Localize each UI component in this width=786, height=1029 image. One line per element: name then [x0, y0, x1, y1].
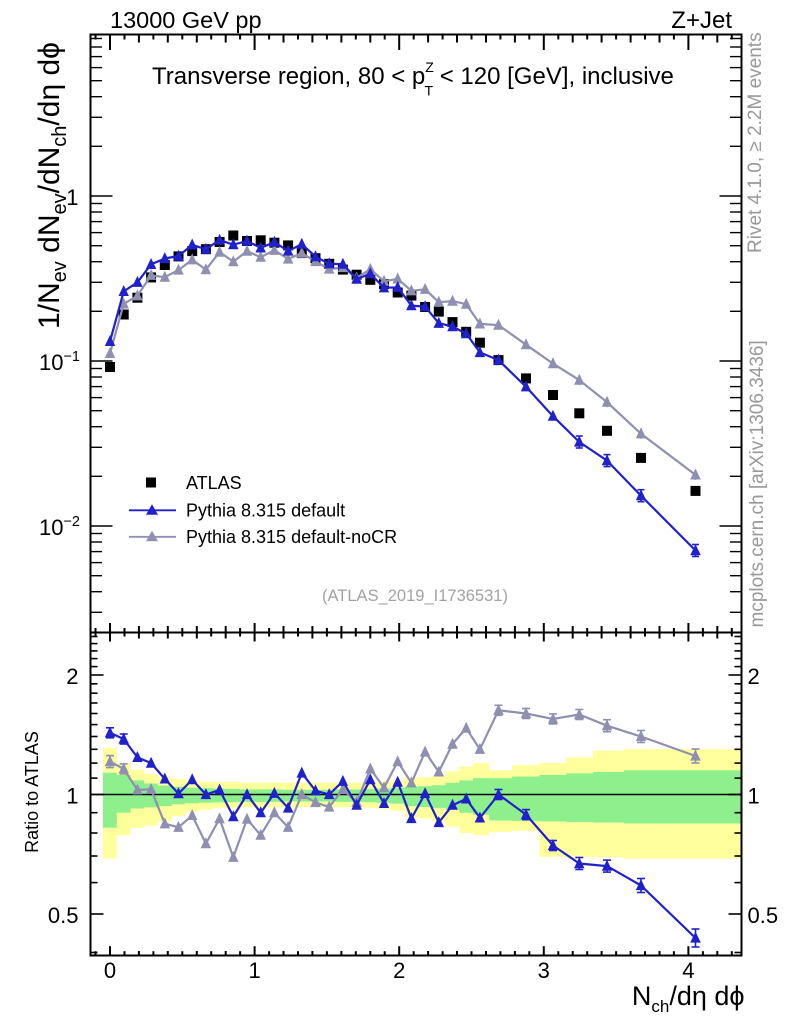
svg-text:mcplots.cern.ch [arXiv:1306.34: mcplots.cern.ch [arXiv:1306.3436] [747, 340, 768, 627]
svg-text:1: 1 [66, 185, 78, 210]
svg-text:2: 2 [393, 958, 405, 983]
svg-text:ATLAS: ATLAS [186, 473, 242, 493]
svg-text:10−2: 10−2 [39, 514, 80, 540]
svg-text:1: 1 [248, 958, 260, 983]
svg-text:Z+Jet: Z+Jet [671, 7, 732, 34]
svg-text:10−1: 10−1 [39, 349, 80, 375]
svg-text:Pythia 8.315 default-noCR: Pythia 8.315 default-noCR [186, 527, 397, 547]
svg-text:Rivet 4.1.0, ≥ 2.2M events: Rivet 4.1.0, ≥ 2.2M events [745, 32, 766, 253]
svg-text:13000 GeV pp: 13000 GeV pp [110, 7, 262, 33]
svg-text:(ATLAS_2019_I1736531): (ATLAS_2019_I1736531) [322, 587, 508, 605]
svg-text:0.5: 0.5 [48, 903, 79, 928]
svg-text:0.5: 0.5 [748, 903, 779, 928]
svg-text:1/Nev dNev/dNch/dη dϕ: 1/Nev dNev/dNch/dη dϕ [33, 42, 71, 329]
svg-text:3: 3 [538, 958, 550, 983]
svg-text:Transverse region, 80 < pZT <: Transverse region, 80 < pZ T < 120 [GeV],… [152, 59, 674, 99]
svg-text:Ratio to ATLAS: Ratio to ATLAS [22, 731, 42, 853]
svg-text:2: 2 [748, 664, 760, 689]
svg-text:0: 0 [104, 958, 116, 983]
svg-text:Nch/dη dϕ: Nch/dη dϕ [632, 981, 745, 1016]
svg-text:1: 1 [66, 784, 78, 809]
svg-text:Pythia 8.315 default: Pythia 8.315 default [186, 501, 345, 521]
svg-text:1: 1 [748, 784, 760, 809]
svg-text:4: 4 [682, 958, 694, 983]
svg-text:2: 2 [66, 664, 78, 689]
